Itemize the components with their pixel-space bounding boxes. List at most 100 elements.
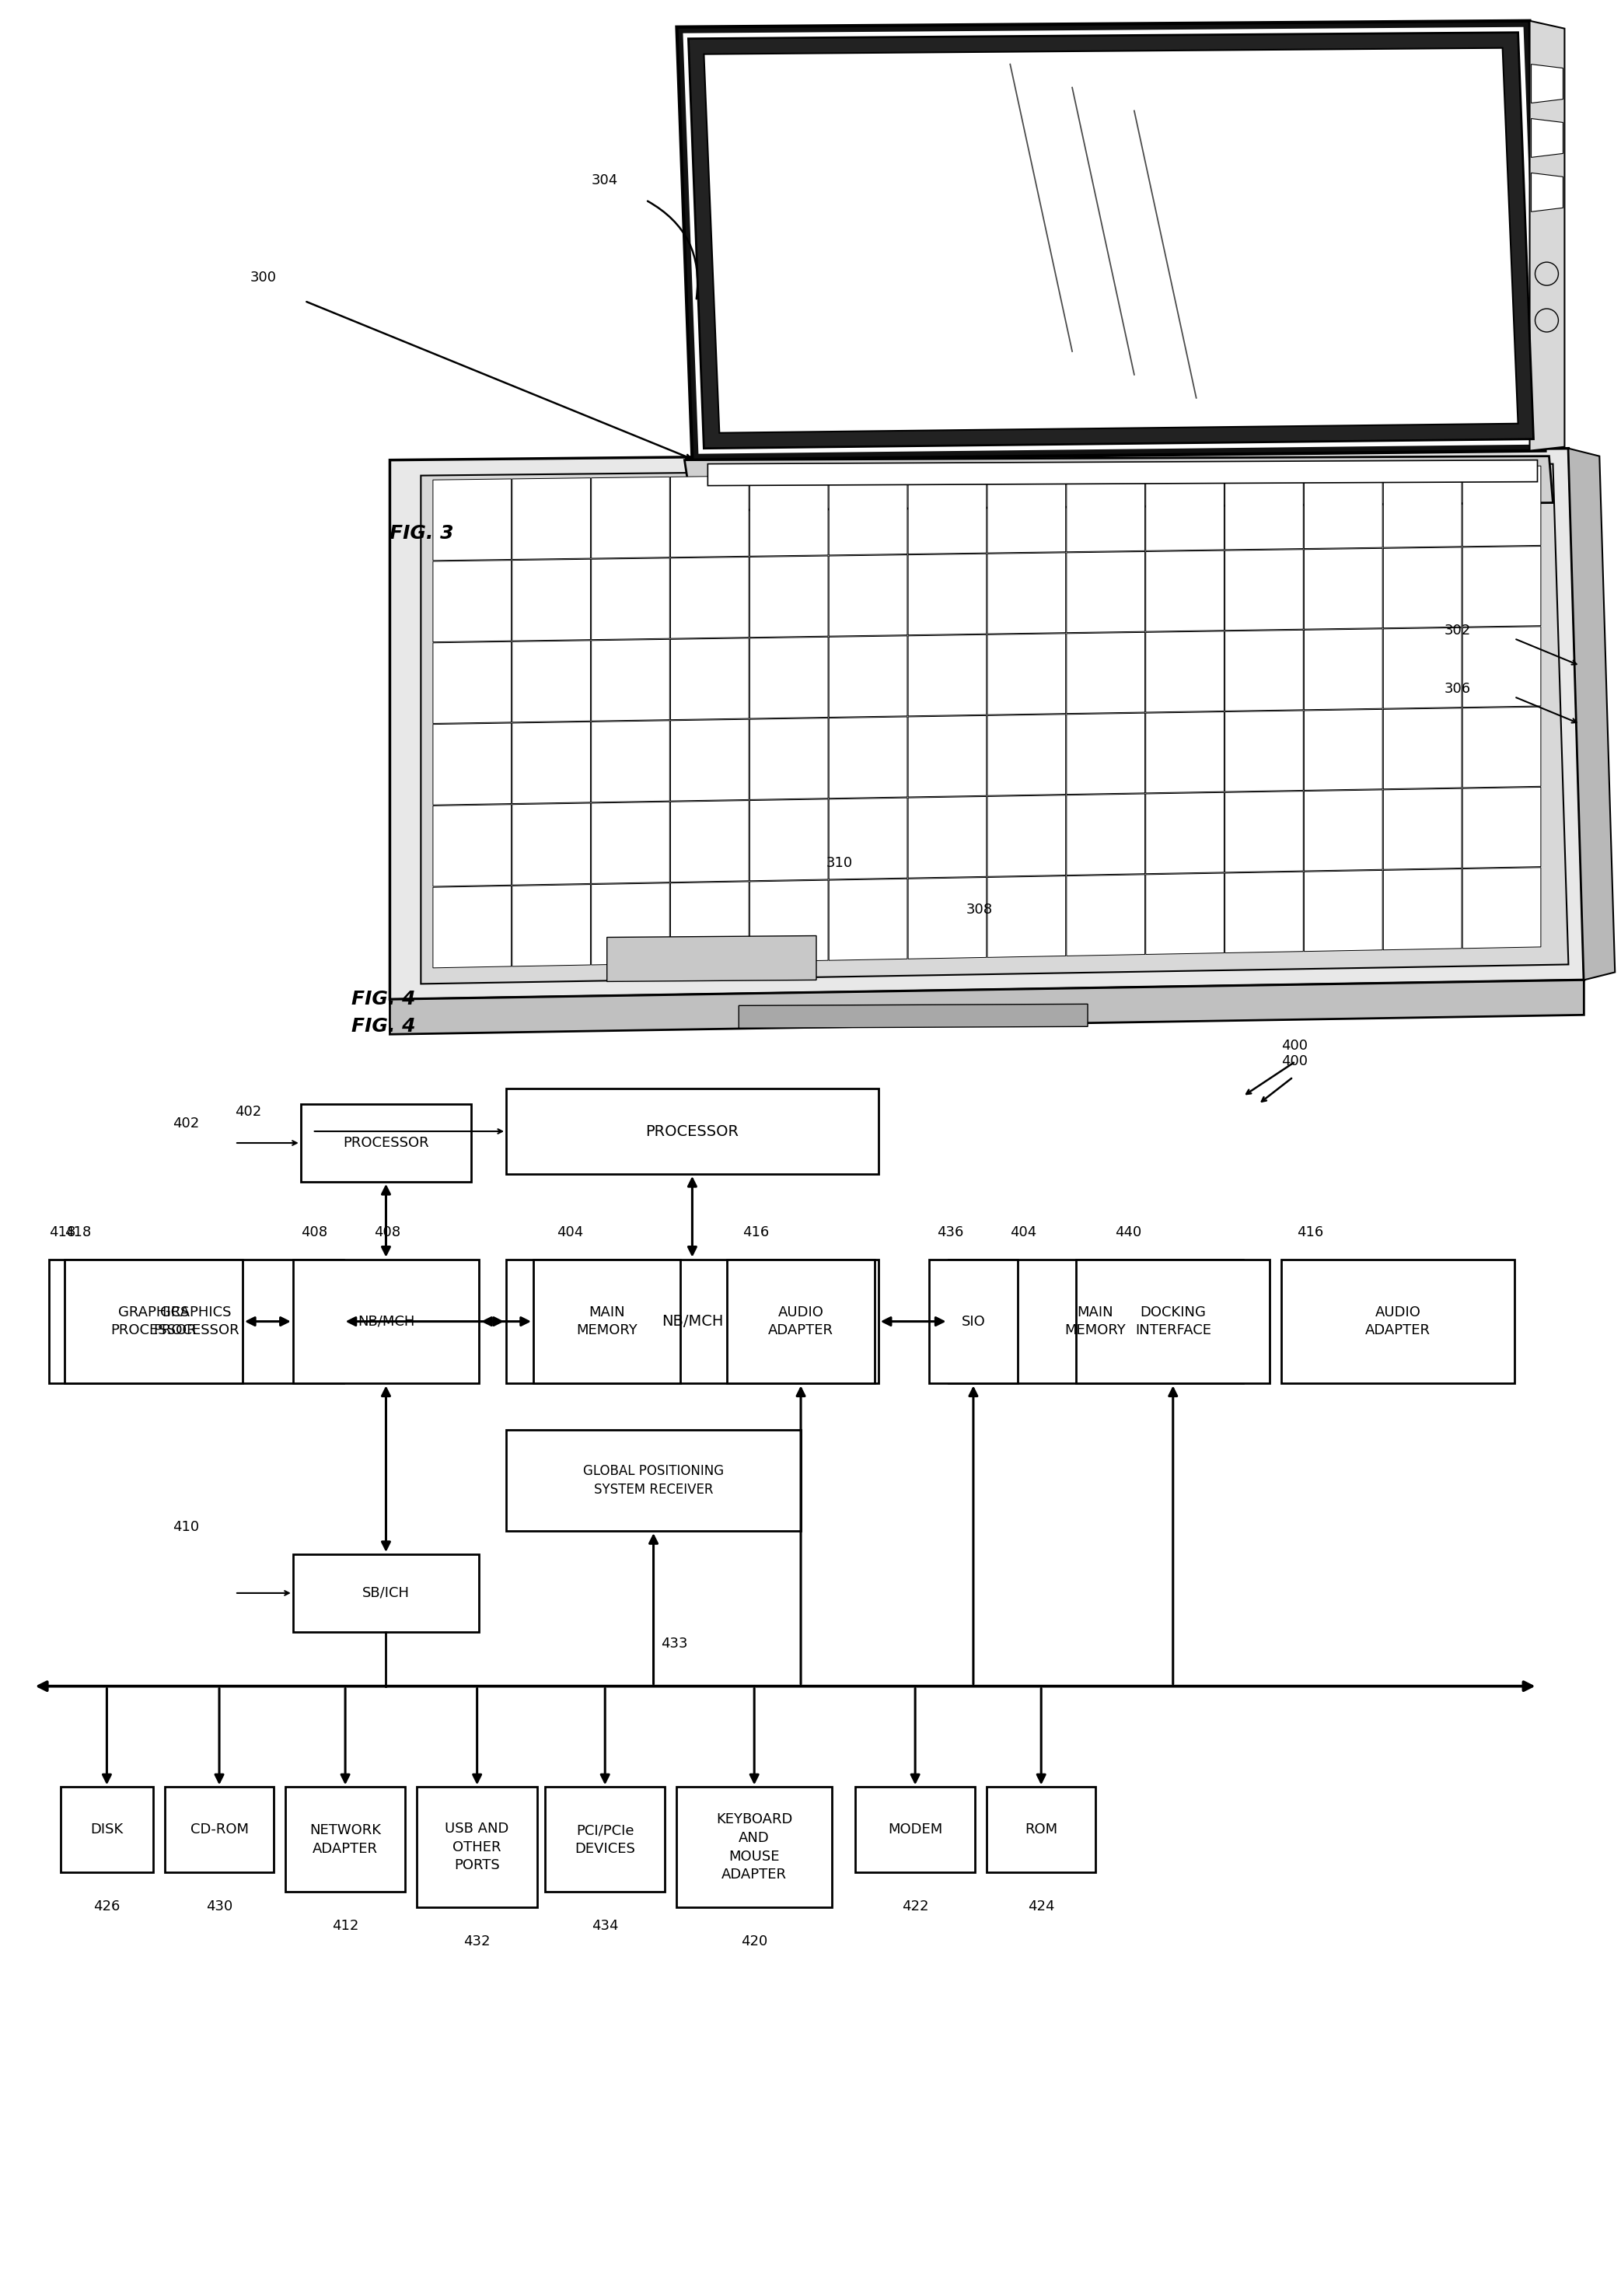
Polygon shape <box>1383 466 1462 546</box>
Polygon shape <box>512 560 590 641</box>
Bar <box>1076 1261 1269 1384</box>
Polygon shape <box>1305 709 1383 790</box>
Polygon shape <box>512 804 590 884</box>
Text: GRAPHICS
PROCESSOR: GRAPHICS PROCESSOR <box>110 1304 196 1339</box>
Polygon shape <box>421 464 1569 985</box>
Polygon shape <box>512 721 590 804</box>
Polygon shape <box>1462 546 1542 627</box>
Text: 416: 416 <box>742 1226 770 1240</box>
Bar <box>293 1554 480 1632</box>
Polygon shape <box>828 879 908 960</box>
Polygon shape <box>828 473 908 556</box>
Text: USB AND
OTHER
PORTS: USB AND OTHER PORTS <box>446 1821 509 1874</box>
Bar <box>49 1261 344 1384</box>
Polygon shape <box>1305 870 1383 951</box>
Polygon shape <box>1146 792 1224 875</box>
Polygon shape <box>1067 794 1144 875</box>
Polygon shape <box>1383 868 1462 951</box>
Polygon shape <box>512 641 590 723</box>
Text: 410: 410 <box>173 1520 199 1534</box>
Polygon shape <box>433 560 511 643</box>
Polygon shape <box>391 448 1584 999</box>
Text: CD-ROM: CD-ROM <box>190 1823 248 1837</box>
Polygon shape <box>433 886 511 969</box>
Bar <box>417 1786 537 1908</box>
Polygon shape <box>908 473 987 553</box>
Polygon shape <box>1305 549 1383 629</box>
Bar <box>65 1261 243 1384</box>
Bar <box>1282 1261 1514 1384</box>
Polygon shape <box>676 21 1545 459</box>
Text: 402: 402 <box>173 1116 199 1130</box>
Text: GLOBAL POSITIONING
SYSTEM RECEIVER: GLOBAL POSITIONING SYSTEM RECEIVER <box>584 1465 725 1497</box>
Polygon shape <box>739 1003 1088 1029</box>
Text: SIO: SIO <box>961 1313 986 1329</box>
Polygon shape <box>751 475 828 556</box>
Text: 400: 400 <box>1282 1040 1308 1054</box>
Text: 418: 418 <box>49 1226 75 1240</box>
Polygon shape <box>1146 631 1224 712</box>
Text: FIG. 3: FIG. 3 <box>391 523 454 544</box>
Polygon shape <box>1532 119 1563 158</box>
Text: 310: 310 <box>827 856 853 870</box>
Polygon shape <box>987 553 1065 634</box>
Polygon shape <box>1067 875 1144 955</box>
Text: MAIN
MEMORY: MAIN MEMORY <box>577 1304 637 1339</box>
Text: 416: 416 <box>1297 1226 1324 1240</box>
Polygon shape <box>1462 627 1542 707</box>
Polygon shape <box>682 28 1538 455</box>
Text: 433: 433 <box>661 1637 687 1651</box>
Text: AUDIO
ADAPTER: AUDIO ADAPTER <box>1365 1304 1430 1339</box>
Text: 430: 430 <box>206 1899 232 1913</box>
Polygon shape <box>606 937 817 980</box>
Polygon shape <box>592 801 669 884</box>
Polygon shape <box>684 457 1553 510</box>
Text: FIG. 4: FIG. 4 <box>352 1017 415 1035</box>
Text: 408: 408 <box>374 1226 400 1240</box>
Text: PROCESSOR: PROCESSOR <box>344 1137 430 1150</box>
Polygon shape <box>512 478 590 560</box>
Polygon shape <box>1530 21 1564 450</box>
Polygon shape <box>592 721 669 801</box>
Polygon shape <box>828 716 908 799</box>
Polygon shape <box>704 48 1517 434</box>
Polygon shape <box>1383 546 1462 629</box>
Polygon shape <box>512 884 590 967</box>
Polygon shape <box>433 641 511 723</box>
Bar <box>545 1786 665 1892</box>
Polygon shape <box>433 480 511 560</box>
Text: FIG. 4: FIG. 4 <box>352 990 415 1008</box>
Polygon shape <box>1146 471 1224 551</box>
Polygon shape <box>1225 468 1303 549</box>
Polygon shape <box>751 719 828 799</box>
Polygon shape <box>1067 631 1144 714</box>
Text: MODEM: MODEM <box>888 1823 942 1837</box>
Polygon shape <box>433 804 511 886</box>
Polygon shape <box>1532 64 1563 103</box>
Text: DISK: DISK <box>91 1823 123 1837</box>
Polygon shape <box>828 797 908 879</box>
Polygon shape <box>1305 629 1383 709</box>
Polygon shape <box>592 558 669 641</box>
Text: SB/ICH: SB/ICH <box>361 1587 410 1600</box>
Text: 434: 434 <box>592 1919 619 1933</box>
Text: KEYBOARD
AND
MOUSE
ADAPTER: KEYBOARD AND MOUSE ADAPTER <box>716 1814 793 1883</box>
Polygon shape <box>708 459 1537 487</box>
Polygon shape <box>1462 466 1542 546</box>
Bar <box>293 1261 480 1384</box>
Polygon shape <box>908 634 987 716</box>
Bar <box>506 1261 879 1384</box>
Polygon shape <box>1146 551 1224 631</box>
Text: 302: 302 <box>1444 625 1470 638</box>
Text: ROM: ROM <box>1024 1823 1057 1837</box>
Polygon shape <box>751 556 828 638</box>
Polygon shape <box>908 716 987 797</box>
Polygon shape <box>671 719 749 801</box>
Polygon shape <box>1067 471 1144 551</box>
Polygon shape <box>908 553 987 636</box>
Bar <box>856 1786 976 1874</box>
Text: 440: 440 <box>1115 1226 1141 1240</box>
Bar <box>929 1261 1018 1384</box>
Polygon shape <box>751 879 828 962</box>
Polygon shape <box>592 638 669 721</box>
